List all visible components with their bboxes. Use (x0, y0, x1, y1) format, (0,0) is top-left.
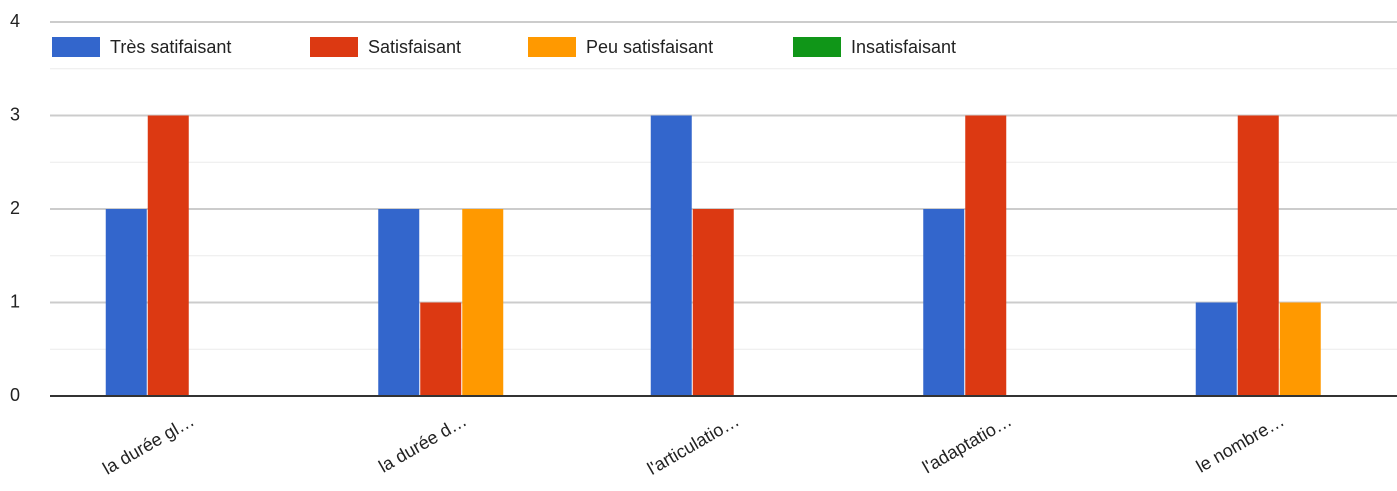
bar (1279, 302, 1321, 396)
x-tick-label: le nombre… (1193, 410, 1288, 476)
bar (1195, 302, 1237, 396)
bar (147, 115, 189, 396)
y-tick-label: 4 (10, 11, 20, 31)
x-tick-label: la durée gl… (99, 410, 197, 478)
bar (965, 115, 1007, 396)
bar (462, 209, 504, 396)
legend-swatch (793, 37, 841, 57)
legend-swatch (528, 37, 576, 57)
bar (692, 209, 734, 396)
bar (105, 209, 147, 396)
legend-label: Insatisfaisant (851, 37, 956, 57)
bar (378, 209, 420, 396)
bar (650, 115, 692, 396)
legend-label: Peu satisfaisant (586, 37, 713, 57)
bar (923, 209, 965, 396)
y-tick-label: 3 (10, 104, 20, 124)
bar (1237, 115, 1279, 396)
x-tick-label: l'articulatio… (644, 410, 743, 479)
bar (420, 302, 462, 396)
legend-label: Satisfaisant (368, 37, 461, 57)
y-tick-label: 0 (10, 385, 20, 405)
y-tick-label: 2 (10, 198, 20, 218)
legend-label: Très satifaisant (110, 37, 231, 57)
y-tick-label: 1 (10, 291, 20, 311)
legend-swatch (310, 37, 358, 57)
x-tick-label: la durée d… (375, 410, 470, 476)
legend-swatch (52, 37, 100, 57)
x-tick-label: l'adaptatio… (919, 410, 1015, 477)
